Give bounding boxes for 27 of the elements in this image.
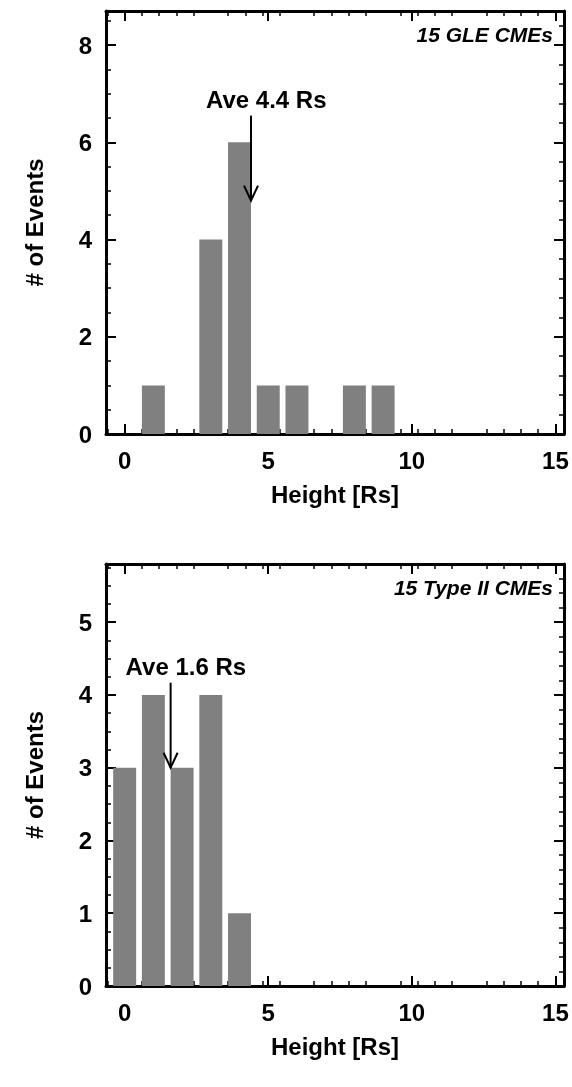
y-tick-label: 6 (78, 128, 92, 156)
y-tick-label: 4 (78, 681, 93, 709)
y-tick-label: 3 (78, 754, 92, 782)
y-tick-label: 0 (78, 972, 92, 1000)
x-tick-label: 5 (261, 446, 275, 474)
y-tick-label: 8 (78, 31, 92, 59)
y-tick-label: 0 (78, 420, 92, 448)
y-tick-label: 1 (78, 899, 92, 927)
x-axis-title: Height [Rs] (271, 480, 399, 508)
y-tick-label: 2 (78, 323, 92, 351)
y-tick-label: 4 (78, 226, 93, 254)
x-tick-label: 5 (261, 998, 275, 1026)
x-tick-label: 10 (398, 446, 426, 474)
text: 15 GLE CMEs (416, 23, 554, 46)
annotation: Ave 1.6 Rs (125, 653, 247, 681)
y-axis-title: # of Events (20, 710, 48, 840)
y-axis-title: # of Events (20, 158, 48, 287)
x-tick-label: 0 (117, 446, 132, 474)
x-tick-label: 0 (117, 998, 132, 1026)
annotation: Ave 4.4 Rs (206, 86, 327, 114)
x-axis-title: Height [Rs] (271, 1032, 399, 1060)
x-tick-label: 15 (542, 998, 569, 1026)
text: 15 Type II CMEs (393, 576, 554, 599)
x-tick-label: 10 (398, 998, 426, 1026)
x-tick-label: 15 (542, 446, 569, 474)
y-tick-label: 2 (78, 826, 92, 854)
y-tick-label: 5 (78, 608, 92, 636)
